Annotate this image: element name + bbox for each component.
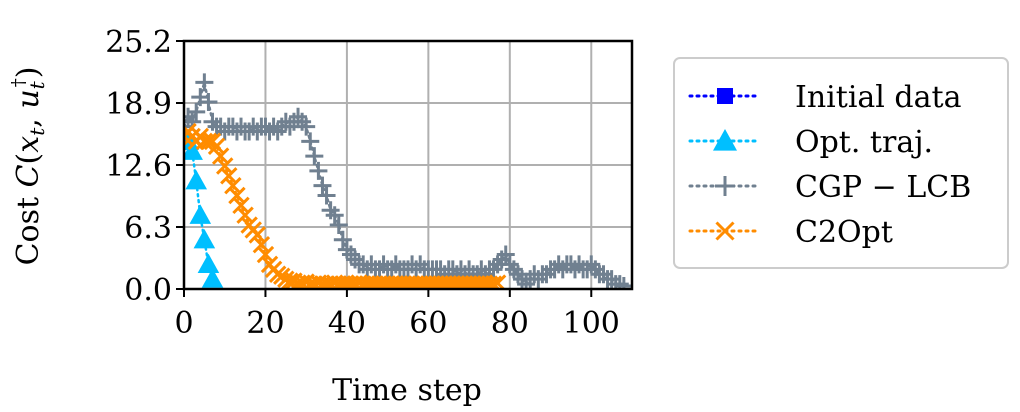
x-tick-label: 80 [491, 306, 529, 341]
data-point [207, 137, 226, 156]
data-point [610, 275, 629, 289]
data-point [220, 167, 238, 185]
data-point [309, 161, 328, 180]
legend-label: Initial data [795, 80, 962, 115]
data-point [189, 204, 212, 224]
data-point [305, 147, 324, 166]
series-cgp-lcb [184, 73, 632, 289]
data-point [199, 132, 218, 151]
data-point [197, 253, 220, 274]
data-point [216, 157, 234, 175]
data-point [224, 176, 242, 195]
y-tick-label: 0.0 [124, 273, 172, 308]
data-point [248, 226, 267, 244]
x-tick-label: 40 [328, 306, 366, 341]
data-point [184, 117, 193, 136]
data-point [297, 117, 316, 136]
data-point [195, 73, 214, 92]
svg-text:Cost C(xt, ut†): Cost C(xt, ut†) [8, 67, 49, 266]
y-axis-title: Cost C(xt, ut†) [8, 67, 49, 266]
legend: Initial data Opt. traj. CGP − LCB C2Opt [673, 57, 1009, 269]
x-tick-label: 60 [409, 306, 447, 341]
data-point [484, 275, 503, 289]
data-point [715, 176, 735, 196]
data-point [333, 230, 352, 249]
data-point [236, 206, 254, 224]
grid [183, 40, 632, 290]
data-point [313, 176, 332, 195]
x-tick-label: 0 [174, 306, 193, 341]
data-point [715, 221, 735, 241]
y-tick-label: 12.6 [105, 149, 172, 184]
data-point [256, 245, 275, 264]
series-c2opt [184, 122, 507, 289]
data-point [185, 169, 208, 190]
y-tick-label: 6.3 [124, 211, 172, 246]
data-point [301, 132, 320, 151]
data-point [717, 88, 733, 104]
data-point [193, 228, 216, 249]
y-axis-title-math: C [11, 164, 46, 187]
legend-label: CGP − LCB [795, 170, 971, 205]
x-tick-label: 20 [246, 306, 284, 341]
y-axis-title-word: Cost [11, 187, 46, 265]
legend-label: Opt. traj. [795, 125, 933, 160]
legend-entry: Opt. traj. [688, 125, 933, 160]
data-point [232, 196, 250, 215]
data-point [325, 206, 344, 225]
data-point [228, 186, 246, 205]
data-point [329, 216, 348, 235]
data-point [614, 277, 632, 289]
data-point [199, 93, 218, 112]
data-point [184, 140, 203, 160]
data-point [201, 268, 224, 288]
legend-entry: Initial data [688, 80, 962, 115]
x-tick-label: 100 [563, 306, 620, 341]
legend-label: C2Opt [795, 215, 893, 250]
data-point [496, 245, 515, 264]
legend-entry: C2Opt [688, 215, 893, 250]
data-point [713, 129, 737, 151]
data-point [211, 147, 230, 165]
data-point [252, 236, 271, 254]
data-point [187, 102, 206, 121]
series-line [184, 129, 499, 286]
legend-entry: CGP − LCB [688, 170, 971, 205]
plot-area [184, 73, 632, 289]
series-opt-traj- [184, 130, 224, 288]
y-tick-label: 18.9 [105, 87, 172, 122]
legend-frame [673, 57, 1009, 269]
data-point [184, 130, 199, 151]
ticks: 0 20 40 60 80 100 0.0 6.3 12.6 18.9 25.2 [105, 25, 620, 341]
data-point [317, 186, 336, 205]
x-axis-title: Time step [332, 373, 482, 408]
y-tick-label: 25.2 [105, 25, 172, 60]
